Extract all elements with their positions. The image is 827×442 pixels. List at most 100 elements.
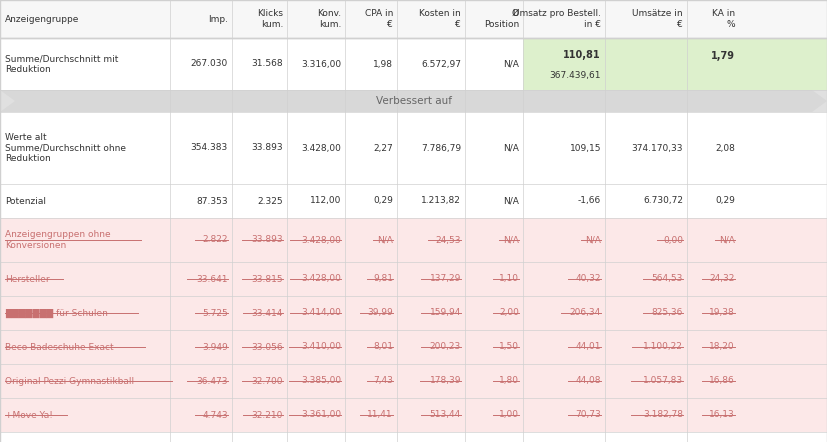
Text: 16,13: 16,13 (710, 411, 735, 419)
Polygon shape (0, 90, 827, 112)
Bar (0, 112, 827, 184)
Text: 33.893: 33.893 (251, 144, 283, 152)
Text: Hersteller: Hersteller (5, 274, 50, 283)
Text: 1,80: 1,80 (499, 377, 519, 385)
Text: 7.786,79: 7.786,79 (421, 144, 461, 152)
Text: 16,86: 16,86 (710, 377, 735, 385)
Text: 354.383: 354.383 (191, 144, 228, 152)
Bar (0, 330, 827, 364)
Text: Umsätze in
€: Umsätze in € (633, 9, 683, 29)
Text: 36.473: 36.473 (197, 377, 228, 385)
Bar (0, 184, 827, 218)
Bar (0, 398, 827, 432)
Bar (0, 218, 827, 262)
Text: -1,66: -1,66 (578, 197, 601, 206)
Text: 3.414,00: 3.414,00 (301, 309, 341, 317)
Text: 6.730,72: 6.730,72 (643, 197, 683, 206)
Text: 24,32: 24,32 (710, 274, 735, 283)
Text: N/A: N/A (503, 144, 519, 152)
Text: 0,29: 0,29 (373, 197, 393, 206)
Text: N/A: N/A (503, 197, 519, 206)
Text: 33.414: 33.414 (251, 309, 283, 317)
Text: 137,29: 137,29 (429, 274, 461, 283)
Text: 44,08: 44,08 (576, 377, 601, 385)
Text: 3.385,00: 3.385,00 (301, 377, 341, 385)
Text: 6.572,97: 6.572,97 (421, 60, 461, 69)
Text: 3.428,00: 3.428,00 (301, 236, 341, 244)
Text: KA in
%: KA in % (712, 9, 735, 29)
Text: 3.361,00: 3.361,00 (301, 411, 341, 419)
Text: 0,00: 0,00 (663, 236, 683, 244)
Text: Imp.: Imp. (208, 15, 228, 23)
Text: Konv.
kum.: Konv. kum. (317, 9, 341, 29)
Text: 564,53: 564,53 (652, 274, 683, 283)
Text: CPA in
€: CPA in € (365, 9, 393, 29)
Text: 24,53: 24,53 (436, 236, 461, 244)
Text: ███████ für Schulen: ███████ für Schulen (5, 309, 108, 318)
Text: Ø
Position: Ø Position (484, 9, 519, 29)
Text: 0,29: 0,29 (715, 197, 735, 206)
Text: +Move Ya!: +Move Ya! (5, 411, 53, 419)
Text: Original Pezzi Gymnastikball: Original Pezzi Gymnastikball (5, 377, 134, 385)
Text: 4.743: 4.743 (203, 411, 228, 419)
Text: 110,81: 110,81 (563, 50, 601, 60)
Text: Kosten in
€: Kosten in € (419, 9, 461, 29)
Text: Anzeigengruppe: Anzeigengruppe (5, 15, 79, 23)
Text: 33.815: 33.815 (251, 274, 283, 283)
Text: 1.213,82: 1.213,82 (421, 197, 461, 206)
Text: Summe/Durchschnitt mit
Reduktion: Summe/Durchschnitt mit Reduktion (5, 54, 118, 74)
Text: 825,36: 825,36 (652, 309, 683, 317)
Text: 33.056: 33.056 (251, 343, 283, 351)
Text: 18,20: 18,20 (710, 343, 735, 351)
Text: 40,32: 40,32 (576, 274, 601, 283)
Text: 9,81: 9,81 (373, 274, 393, 283)
Text: 374.170,33: 374.170,33 (632, 144, 683, 152)
Text: 1,10: 1,10 (499, 274, 519, 283)
Bar (0, 38, 827, 90)
Text: 1.100,22: 1.100,22 (643, 343, 683, 351)
Text: 32.210: 32.210 (251, 411, 283, 419)
Text: N/A: N/A (377, 236, 393, 244)
Text: Werte alt
Summe/Durchschnitt ohne
Reduktion: Werte alt Summe/Durchschnitt ohne Redukt… (5, 133, 126, 163)
Text: 31.568: 31.568 (251, 60, 283, 69)
Bar (0, 296, 827, 330)
Text: 1,79: 1,79 (711, 51, 735, 61)
Text: 11,41: 11,41 (367, 411, 393, 419)
Text: 70,73: 70,73 (576, 411, 601, 419)
Bar (0, 364, 827, 398)
Text: N/A: N/A (503, 60, 519, 69)
Text: 200,23: 200,23 (430, 343, 461, 351)
Text: 3.182,78: 3.182,78 (643, 411, 683, 419)
Bar (0, 0, 827, 38)
Text: 1.057,83: 1.057,83 (643, 377, 683, 385)
Text: 159,94: 159,94 (429, 309, 461, 317)
Text: 112,00: 112,00 (309, 197, 341, 206)
Text: 2.822: 2.822 (203, 236, 228, 244)
Text: 3.316,00: 3.316,00 (301, 60, 341, 69)
Text: 2,08: 2,08 (715, 144, 735, 152)
Bar (0, 262, 827, 296)
Text: 206,34: 206,34 (570, 309, 601, 317)
Text: 267.030: 267.030 (191, 60, 228, 69)
Text: 2,00: 2,00 (500, 309, 519, 317)
Text: 3.949: 3.949 (203, 343, 228, 351)
Text: 1,50: 1,50 (499, 343, 519, 351)
Text: 19,38: 19,38 (710, 309, 735, 317)
Text: 5.725: 5.725 (203, 309, 228, 317)
Text: 7,43: 7,43 (373, 377, 393, 385)
Text: 33.893: 33.893 (251, 236, 283, 244)
Text: 3.428,00: 3.428,00 (301, 144, 341, 152)
Text: 1,98: 1,98 (373, 60, 393, 69)
Text: 2,27: 2,27 (373, 144, 393, 152)
Text: Anzeigengruppen ohne
Konversionen: Anzeigengruppen ohne Konversionen (5, 230, 111, 250)
Text: 367.439,61: 367.439,61 (549, 71, 601, 80)
Text: 33.641: 33.641 (197, 274, 228, 283)
Text: 87.353: 87.353 (196, 197, 228, 206)
Bar (0, 90, 827, 112)
Text: Beco Badeschuhe Exact: Beco Badeschuhe Exact (5, 343, 113, 351)
Text: 44,01: 44,01 (576, 343, 601, 351)
Text: N/A: N/A (719, 236, 735, 244)
Text: Potenzial: Potenzial (5, 197, 46, 206)
Text: 109,15: 109,15 (570, 144, 601, 152)
Text: Klicks
kum.: Klicks kum. (257, 9, 283, 29)
